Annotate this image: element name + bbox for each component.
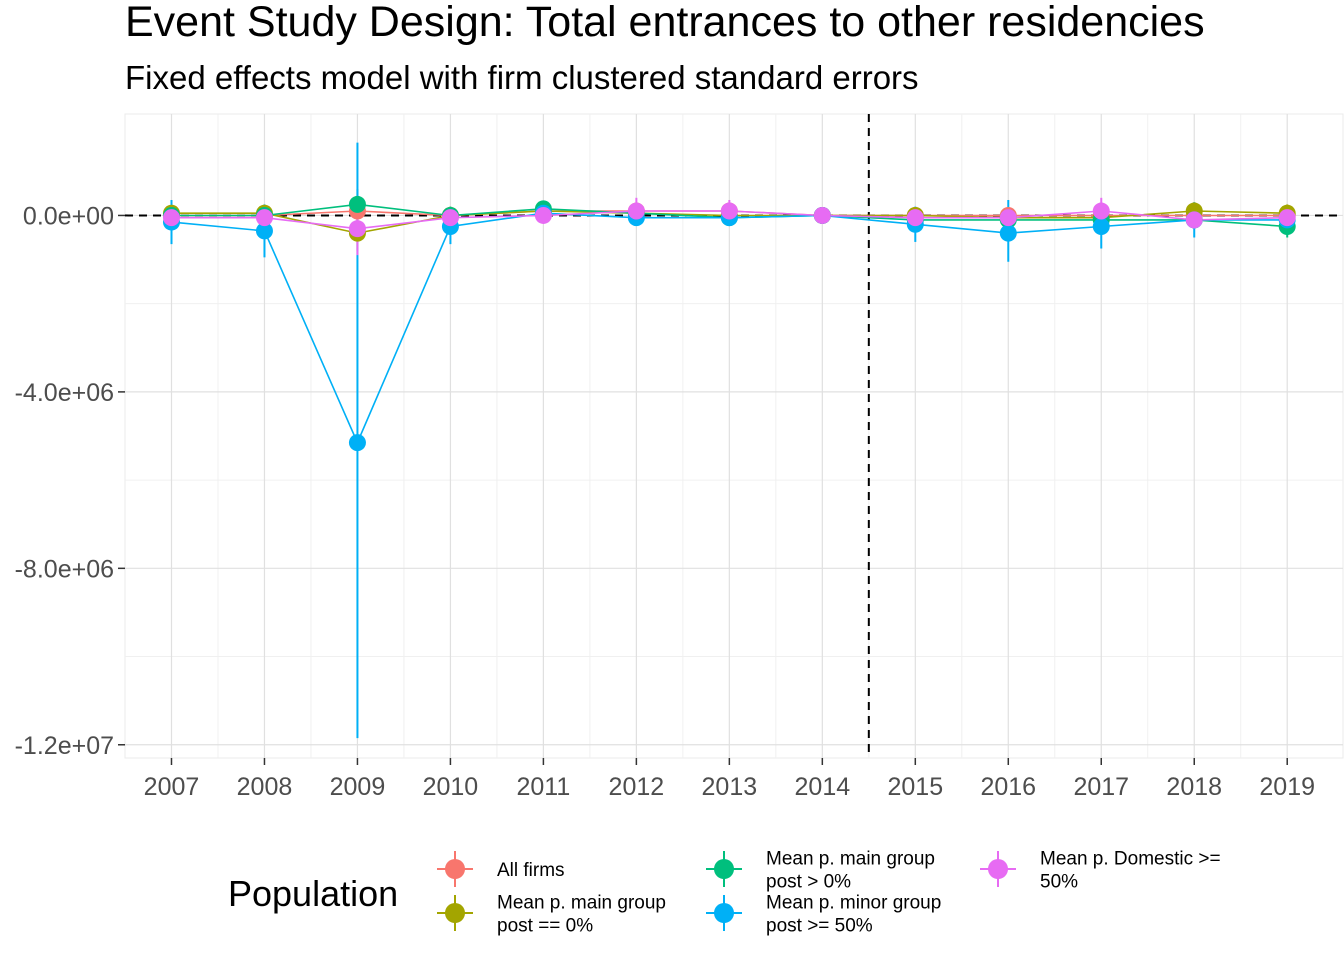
legend-key-point [445, 903, 465, 923]
plot-panel [124, 113, 1344, 759]
x-tick-label: 2018 [1166, 773, 1222, 801]
x-tick-label: 2013 [702, 773, 758, 801]
data-point [906, 209, 924, 227]
x-tick-label: 2010 [423, 773, 479, 801]
plot-border [124, 113, 1344, 759]
x-tick-label: 2019 [1259, 773, 1315, 801]
legend-key-point [445, 859, 465, 879]
y-tick-label: 0.0e+00 [23, 202, 114, 230]
x-tick-label: 2017 [1073, 773, 1129, 801]
legend-label: Mean p. Domestic >= [1040, 849, 1221, 870]
data-point [999, 224, 1017, 242]
data-point [720, 202, 738, 220]
data-point [1092, 202, 1110, 220]
legend-key-point [714, 859, 734, 879]
data-point [627, 202, 645, 220]
legend-label: All firms [497, 860, 565, 881]
x-tick-label: 2014 [795, 773, 851, 801]
x-tick-label: 2016 [980, 773, 1036, 801]
chart-title: Event Study Design: Total entrances to o… [125, 0, 1205, 46]
x-tick-label: 2011 [517, 773, 571, 801]
y-axis: 0.0e+00 -4.0e+06 -8.0e+06 -1.2e+07 [15, 202, 125, 760]
legend-label: 50% [1040, 872, 1078, 893]
data-point [162, 209, 180, 227]
x-tick-label: 2009 [330, 773, 386, 801]
chart-subtitle: Fixed effects model with firm clustered … [125, 59, 919, 96]
legend-key-point [988, 859, 1008, 879]
legend-label: Mean p. minor group [766, 893, 941, 914]
y-tick-label: -4.0e+06 [15, 379, 114, 407]
legend-label: post >= 50% [766, 916, 873, 937]
x-axis: 2007 2008 2009 2010 2011 2012 2013 2014 2015 2016… [144, 758, 1315, 801]
y-tick-label: -8.0e+06 [15, 555, 114, 583]
legend-item-0: All firms [437, 851, 565, 887]
series-layer [162, 142, 1296, 739]
x-tick-label: 2007 [144, 773, 200, 801]
legend-label: Mean p. main group [766, 849, 935, 870]
x-tick-label: 2012 [609, 773, 665, 801]
x-tick-label: 2008 [237, 773, 293, 801]
data-point [441, 209, 459, 227]
legend-label: Mean p. main group [497, 893, 666, 914]
data-point [348, 195, 366, 213]
legend-item-4: Mean p. Domestic >=50% [980, 849, 1221, 893]
data-point [348, 434, 366, 452]
data-point [1185, 211, 1203, 229]
data-point [348, 220, 366, 238]
data-point [534, 206, 552, 224]
data-point [1278, 209, 1296, 227]
data-point [255, 222, 273, 240]
y-tick-label: -1.2e+07 [15, 732, 114, 760]
series-points-4 [162, 202, 1296, 238]
legend-title: Population [228, 873, 398, 914]
data-point [999, 209, 1017, 227]
legend-key-point [714, 903, 734, 923]
data-point [255, 209, 273, 227]
legend-label: post == 0% [497, 916, 593, 937]
legend-label: post > 0% [766, 872, 851, 893]
x-tick-label: 2015 [887, 773, 943, 801]
data-point [1092, 217, 1110, 235]
data-point [813, 206, 831, 224]
